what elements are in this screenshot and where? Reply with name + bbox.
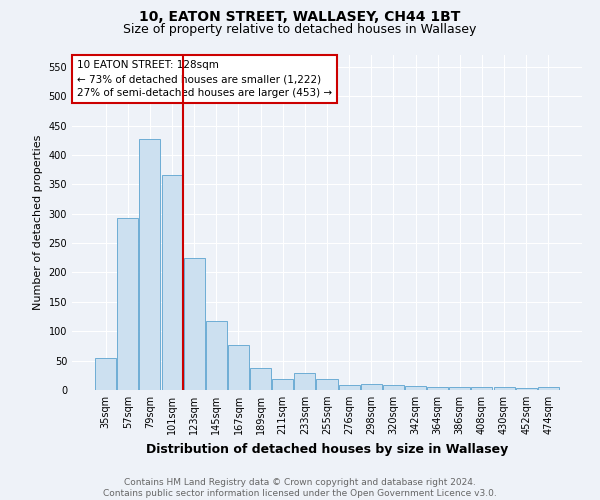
Bar bbox=[228, 344, 249, 390]
Text: 10, EATON STREET, WALLASEY, CH44 1BT: 10, EATON STREET, WALLASEY, CH44 1BT bbox=[139, 10, 461, 24]
Bar bbox=[538, 387, 559, 390]
Bar bbox=[338, 384, 359, 390]
X-axis label: Distribution of detached houses by size in Wallasey: Distribution of detached houses by size … bbox=[146, 442, 508, 456]
Bar bbox=[272, 380, 293, 390]
Bar bbox=[449, 387, 470, 390]
Text: 10 EATON STREET: 128sqm
← 73% of detached houses are smaller (1,222)
27% of semi: 10 EATON STREET: 128sqm ← 73% of detache… bbox=[77, 60, 332, 98]
Bar bbox=[206, 320, 227, 390]
Bar bbox=[139, 139, 160, 390]
Bar bbox=[118, 218, 139, 390]
Bar bbox=[383, 386, 404, 390]
Bar bbox=[515, 388, 536, 390]
Bar bbox=[361, 384, 382, 390]
Bar bbox=[316, 380, 338, 390]
Bar bbox=[494, 387, 515, 390]
Text: Size of property relative to detached houses in Wallasey: Size of property relative to detached ho… bbox=[124, 22, 476, 36]
Text: Contains HM Land Registry data © Crown copyright and database right 2024.
Contai: Contains HM Land Registry data © Crown c… bbox=[103, 478, 497, 498]
Bar bbox=[184, 258, 205, 390]
Bar bbox=[161, 176, 182, 390]
Bar bbox=[250, 368, 271, 390]
Y-axis label: Number of detached properties: Number of detached properties bbox=[33, 135, 43, 310]
Bar bbox=[95, 358, 116, 390]
Bar bbox=[405, 386, 426, 390]
Bar bbox=[427, 387, 448, 390]
Bar bbox=[472, 387, 493, 390]
Bar bbox=[295, 373, 316, 390]
